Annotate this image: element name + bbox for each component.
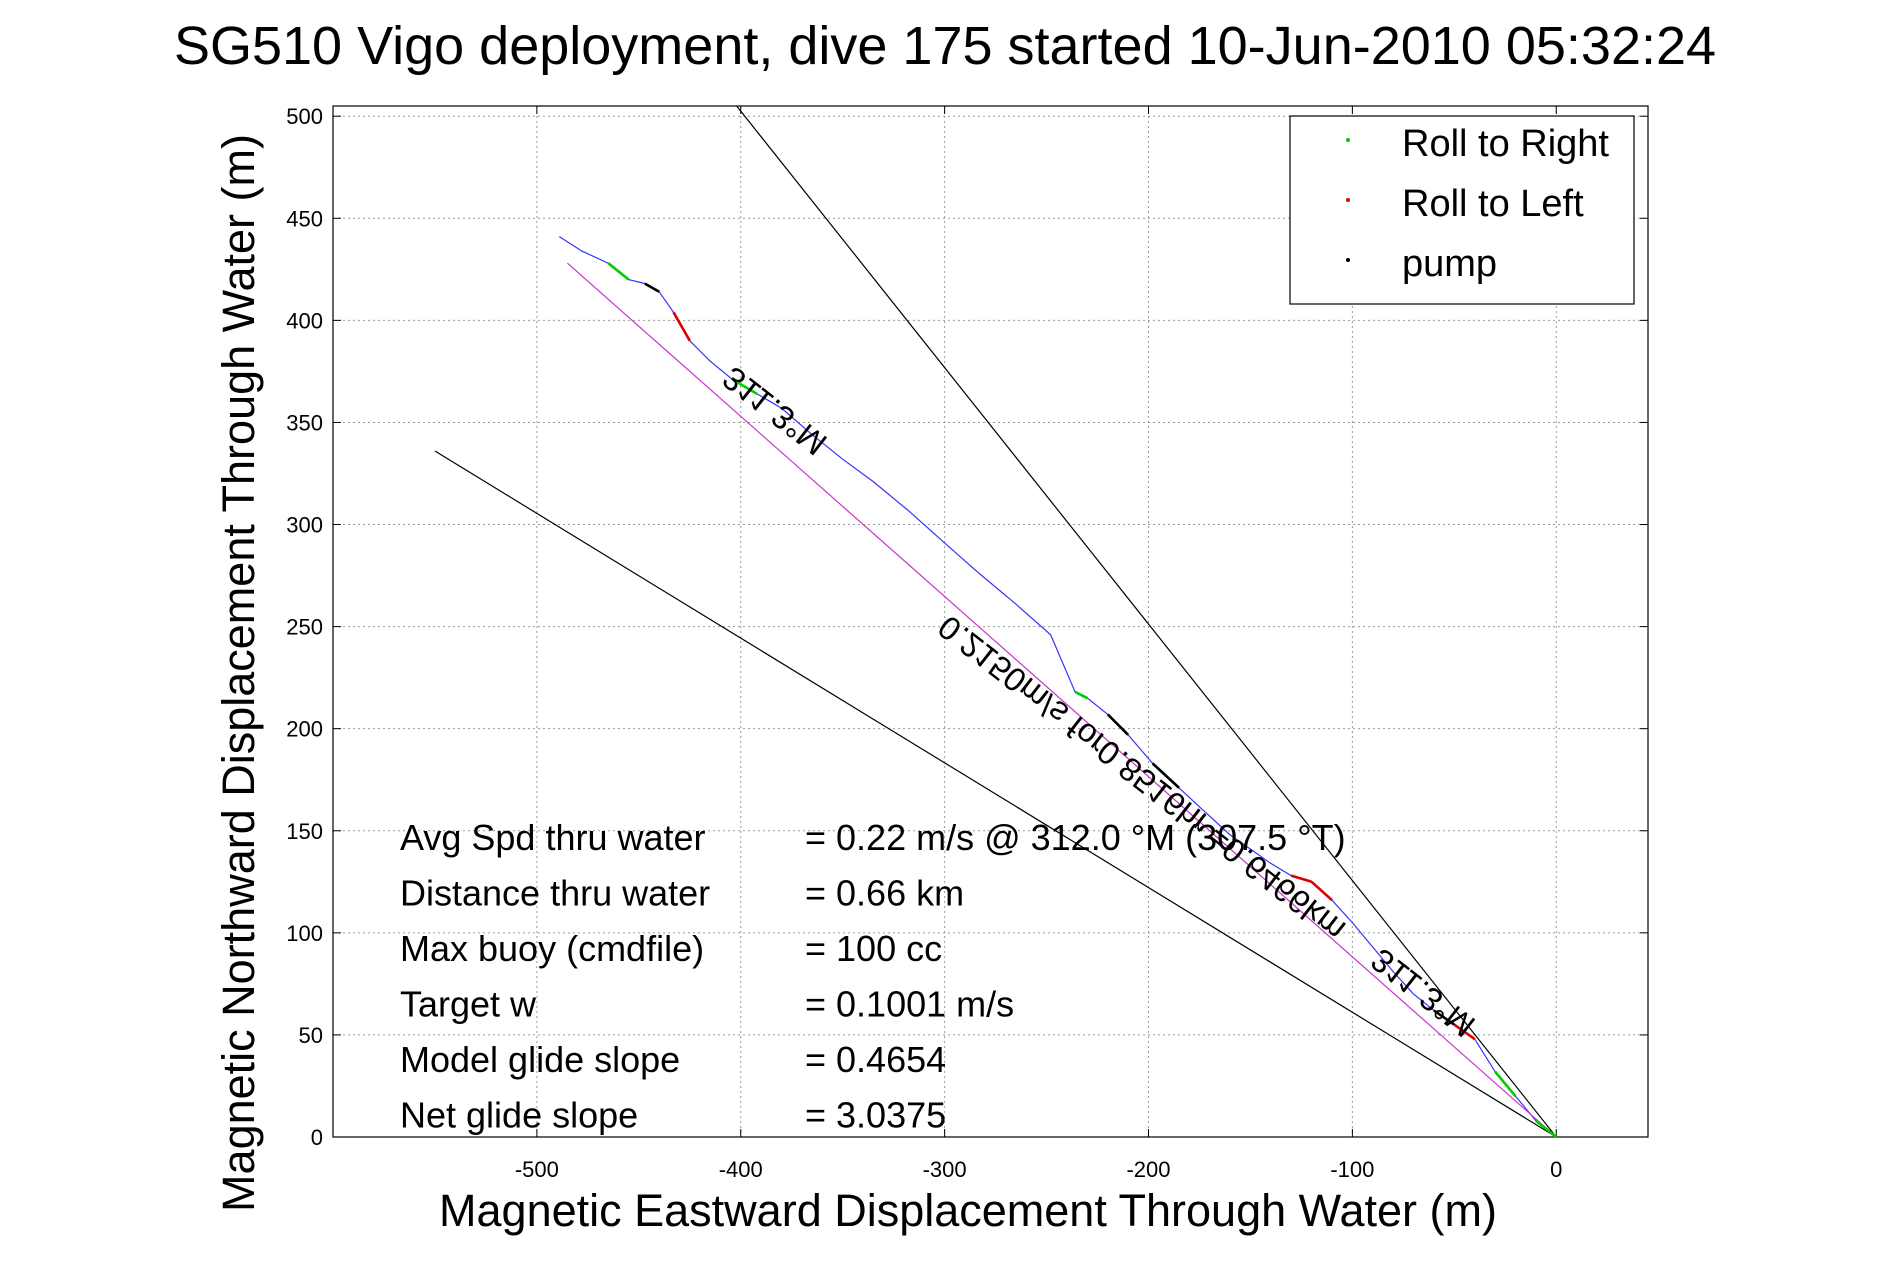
stat-value: = 3.0375 (805, 1095, 946, 1136)
stat-value: = 0.22 m/s @ 312.0 °M (307.5 °T) (805, 817, 1346, 858)
x-axis-label: Magnetic Eastward Displacement Through W… (439, 1185, 1497, 1236)
x-tick-label: -100 (1330, 1157, 1374, 1182)
legend-marker (1346, 138, 1350, 142)
stats-block: Avg Spd thru water = 0.22 m/s @ 312.0 °M … (400, 817, 1346, 1136)
track-marker-segment (1494, 1070, 1517, 1097)
series-line-2 (736, 105, 1557, 1138)
axis-ticks: -500 -400 -300 -200 -100 0 0 50 100 150 200 250 300 3… (286, 104, 1648, 1182)
stat-label: Net glide slope (400, 1095, 638, 1136)
track-marker-segment (1106, 713, 1130, 736)
series-line-3 (434, 450, 1557, 1138)
legend-marker (1346, 258, 1350, 262)
track-marker-segment (644, 282, 660, 293)
x-tick-label: -500 (515, 1157, 559, 1182)
track-marker-segment (1151, 762, 1180, 789)
track-marker-segment (1453, 1023, 1476, 1041)
stat-label: Max buoy (cmdfile) (400, 928, 704, 969)
track-marker-segment (607, 262, 630, 281)
track-marker-segment (1310, 880, 1333, 902)
y-tick-label: 350 (286, 410, 323, 435)
legend-label: Roll to Right (1402, 123, 1609, 165)
y-tick-label: 150 (286, 819, 323, 844)
y-tick-label: 400 (286, 308, 323, 333)
x-tick-label: -400 (719, 1157, 763, 1182)
y-tick-label: 300 (286, 513, 323, 538)
series-line-1 (567, 262, 1557, 1138)
track-marker-segment (672, 311, 691, 342)
legend-label: pump (1402, 243, 1497, 285)
stat-label: Target w (400, 984, 537, 1025)
series-group (434, 105, 1558, 1139)
stat-label: Model glide slope (400, 1039, 680, 1080)
stat-label: Avg Spd thru water (400, 817, 706, 858)
legend: Roll to Right Roll to Left pump (1289, 115, 1635, 305)
stat-label: Distance thru water (400, 873, 710, 914)
y-axis-label: Magnetic Northward Displacement Through … (213, 134, 264, 1212)
stat-value: = 0.4654 (805, 1039, 946, 1080)
track-marker-segment (1535, 1119, 1558, 1139)
legend-label: Roll to Left (1402, 183, 1584, 225)
chart-title: SG510 Vigo deployment, dive 175 started … (174, 16, 1716, 76)
track-marker-segment (1433, 1009, 1456, 1026)
y-tick-label: 450 (286, 206, 323, 231)
y-tick-label: 200 (286, 717, 323, 742)
stat-value: = 0.66 km (805, 873, 964, 914)
stat-value: = 0.1001 m/s (805, 984, 1014, 1025)
x-tick-label: -300 (923, 1157, 967, 1182)
y-tick-label: 250 (286, 615, 323, 640)
axes-frame (332, 105, 1649, 1138)
track-marker-segment (1290, 874, 1312, 884)
y-tick-label: 500 (286, 104, 323, 129)
series-line-0 (558, 236, 1557, 1138)
y-tick-label: 0 (311, 1125, 323, 1150)
x-tick-label: -200 (1126, 1157, 1170, 1182)
stat-value: = 100 cc (805, 928, 942, 969)
track-marker-segment (731, 378, 758, 395)
y-tick-label: 50 (299, 1023, 323, 1048)
x-tick-label: 0 (1550, 1157, 1562, 1182)
track-marker-segment (1074, 690, 1088, 700)
y-tick-label: 100 (286, 921, 323, 946)
legend-box (1289, 115, 1635, 305)
legend-marker (1346, 198, 1350, 202)
